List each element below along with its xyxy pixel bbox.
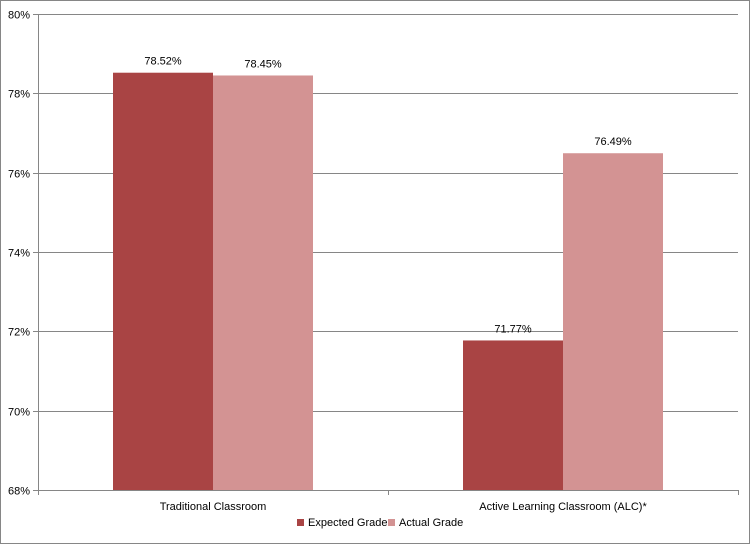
- y-tick-label: 72%: [8, 327, 30, 339]
- x-category-label: Traditional Classroom: [160, 501, 267, 513]
- data-label: 78.45%: [244, 58, 282, 70]
- legend-swatch: [297, 519, 304, 526]
- y-tick-label: 70%: [8, 407, 30, 419]
- y-tick-label: 78%: [8, 89, 30, 101]
- data-labels: 78.52% 78.45% 71.77% 76.49%: [144, 56, 632, 336]
- data-label: 71.77%: [494, 323, 532, 335]
- data-label: 76.49%: [594, 136, 632, 148]
- bars: [113, 72, 663, 491]
- bar-actual-0: [213, 75, 313, 490]
- y-tick-label: 68%: [8, 486, 30, 498]
- legend: Expected Grade Actual Grade: [297, 517, 463, 529]
- bar-expected-1: [463, 340, 563, 490]
- bar-expected-0: [113, 72, 213, 490]
- legend-label: Expected Grade: [308, 517, 388, 529]
- legend-label: Actual Grade: [399, 517, 463, 529]
- legend-swatch: [388, 519, 395, 526]
- y-tick-label: 74%: [8, 248, 30, 260]
- y-tick-label: 80%: [8, 10, 30, 22]
- x-category-label: Active Learning Classroom (ALC)*: [479, 501, 647, 513]
- y-tick-label: 76%: [8, 169, 30, 181]
- axes: 68% 70% 72% 74% 76% 78% 80% Traditional Classro…: [8, 10, 739, 513]
- bar-actual-1: [563, 153, 663, 491]
- data-label: 78.52%: [144, 56, 182, 68]
